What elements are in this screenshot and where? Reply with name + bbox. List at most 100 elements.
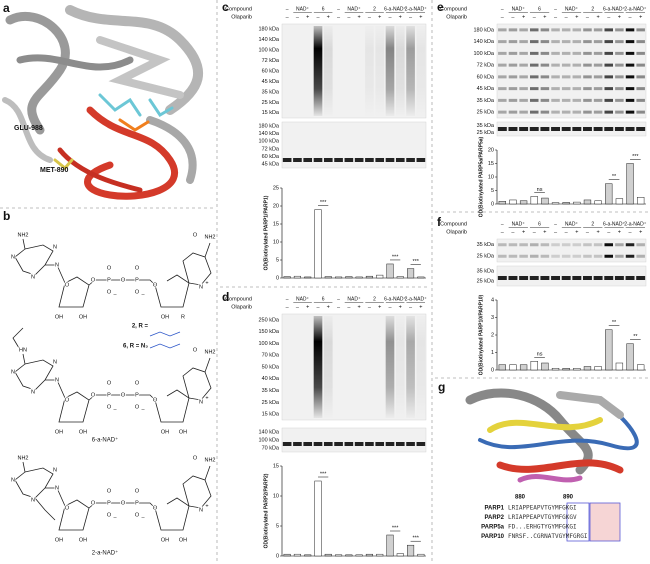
band	[519, 110, 528, 114]
loading-band	[365, 442, 374, 446]
loading-band	[497, 276, 507, 280]
bar	[396, 553, 404, 557]
atom-label: O	[153, 282, 158, 288]
group-label: 2-a-NAD⁺	[405, 6, 427, 12]
band	[625, 40, 635, 44]
treatment-sign: +	[522, 14, 525, 20]
protein-structure	[2, 5, 203, 200]
band	[604, 51, 614, 55]
smear	[323, 26, 333, 116]
atom-label: P	[107, 277, 111, 283]
atom-label: N	[31, 389, 35, 395]
loading-band	[406, 442, 415, 446]
band	[561, 51, 571, 55]
band	[615, 110, 624, 114]
loading-band	[334, 442, 343, 446]
atom-label: N	[55, 262, 59, 268]
group-label: NAD⁺	[347, 296, 361, 302]
y-axis-label: OD(Biotinylated PARP2/PARP2)	[263, 473, 269, 548]
blot	[496, 23, 647, 119]
atom-label: O	[193, 232, 198, 238]
group-label: 2-a-NAD⁺	[624, 6, 646, 12]
band	[615, 28, 624, 32]
treatment-sign: +	[618, 14, 621, 20]
band	[508, 40, 518, 44]
treatment-sign: –	[296, 304, 300, 310]
atom-label: OH	[79, 537, 87, 543]
band	[529, 28, 539, 32]
atom-label: O	[107, 265, 112, 271]
atom-label: O	[153, 505, 158, 511]
treatment-sign: –	[554, 14, 558, 20]
marker-label: 35 kDa	[477, 123, 495, 129]
bar	[519, 200, 528, 205]
band	[636, 63, 645, 67]
band	[529, 75, 539, 79]
y-tick-label: 20	[488, 147, 494, 153]
treatment-sign: –	[388, 304, 392, 310]
treatment-sign: –	[586, 229, 590, 235]
band	[583, 40, 592, 44]
atom-label: N	[53, 244, 57, 250]
loading-band	[572, 276, 582, 280]
treatment-sign: +	[306, 14, 309, 20]
band	[625, 51, 635, 55]
treatment-sign: +	[358, 14, 361, 20]
marker-label: 60 kDa	[477, 74, 495, 80]
bar	[551, 202, 560, 205]
y-tick-label: 1	[491, 350, 494, 356]
band	[604, 243, 614, 247]
atom-label: NH2	[204, 349, 215, 355]
band	[519, 254, 528, 258]
band	[583, 254, 592, 258]
band	[508, 87, 518, 91]
band	[572, 40, 582, 44]
loading-band	[540, 127, 550, 131]
band	[498, 254, 507, 258]
loading-band	[561, 127, 571, 131]
band	[519, 98, 528, 102]
position-label: 880	[515, 495, 526, 501]
marker-label: 180 kDa	[474, 27, 495, 33]
marker-label: 60 kDa	[262, 154, 280, 160]
atom-label: O	[107, 512, 112, 518]
band	[519, 75, 528, 79]
treatment-sign: –	[511, 229, 515, 235]
treatment-sign: +	[639, 14, 642, 20]
bar	[562, 202, 570, 205]
bar	[605, 329, 613, 371]
band	[498, 98, 507, 102]
band	[636, 98, 645, 102]
band	[615, 98, 624, 102]
atom-label: +	[205, 395, 208, 401]
group-label: NAD⁺	[565, 221, 579, 227]
significance-label: ns	[537, 352, 543, 358]
significance-label: ***	[392, 254, 399, 260]
smear	[385, 316, 395, 418]
panel-label: c	[222, 0, 229, 14]
group-label: NAD⁺	[296, 6, 310, 12]
atom-label: N	[31, 497, 35, 503]
atom-label: OH	[161, 429, 169, 435]
band	[572, 243, 582, 247]
band	[615, 254, 624, 258]
group-label: –	[554, 221, 557, 227]
treatment-sign: –	[368, 304, 372, 310]
loading-band	[529, 276, 539, 280]
bar	[386, 534, 394, 557]
y-tick-label: 15	[488, 161, 494, 167]
protein-name: PARP5a	[481, 525, 505, 531]
band	[615, 243, 624, 247]
marker-label: 100 kDa	[474, 51, 495, 57]
band	[604, 110, 614, 114]
loading-band	[293, 442, 302, 446]
loading-band	[375, 442, 385, 446]
marker-label: 35 kDa	[477, 242, 495, 248]
bar	[615, 198, 624, 205]
band	[519, 51, 528, 55]
band	[583, 87, 592, 91]
band	[508, 254, 518, 258]
marker-label: 45 kDa	[262, 162, 280, 168]
group-label: –	[501, 221, 504, 227]
band	[551, 75, 560, 79]
